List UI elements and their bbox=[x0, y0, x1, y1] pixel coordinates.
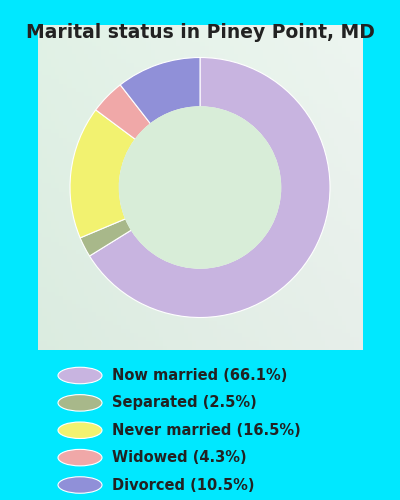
Circle shape bbox=[58, 450, 102, 466]
Wedge shape bbox=[96, 85, 150, 140]
Wedge shape bbox=[90, 58, 330, 318]
Circle shape bbox=[58, 422, 102, 438]
Circle shape bbox=[120, 107, 280, 268]
Text: Divorced (10.5%): Divorced (10.5%) bbox=[112, 478, 254, 492]
Text: Separated (2.5%): Separated (2.5%) bbox=[112, 396, 257, 410]
Text: Marital status in Piney Point, MD: Marital status in Piney Point, MD bbox=[26, 22, 374, 42]
Circle shape bbox=[58, 477, 102, 493]
Wedge shape bbox=[80, 218, 132, 256]
Text: Now married (66.1%): Now married (66.1%) bbox=[112, 368, 287, 383]
Wedge shape bbox=[120, 58, 200, 124]
Text: Never married (16.5%): Never married (16.5%) bbox=[112, 423, 301, 438]
Wedge shape bbox=[70, 110, 135, 238]
Circle shape bbox=[58, 367, 102, 384]
Text: Widowed (4.3%): Widowed (4.3%) bbox=[112, 450, 247, 465]
Circle shape bbox=[58, 394, 102, 411]
